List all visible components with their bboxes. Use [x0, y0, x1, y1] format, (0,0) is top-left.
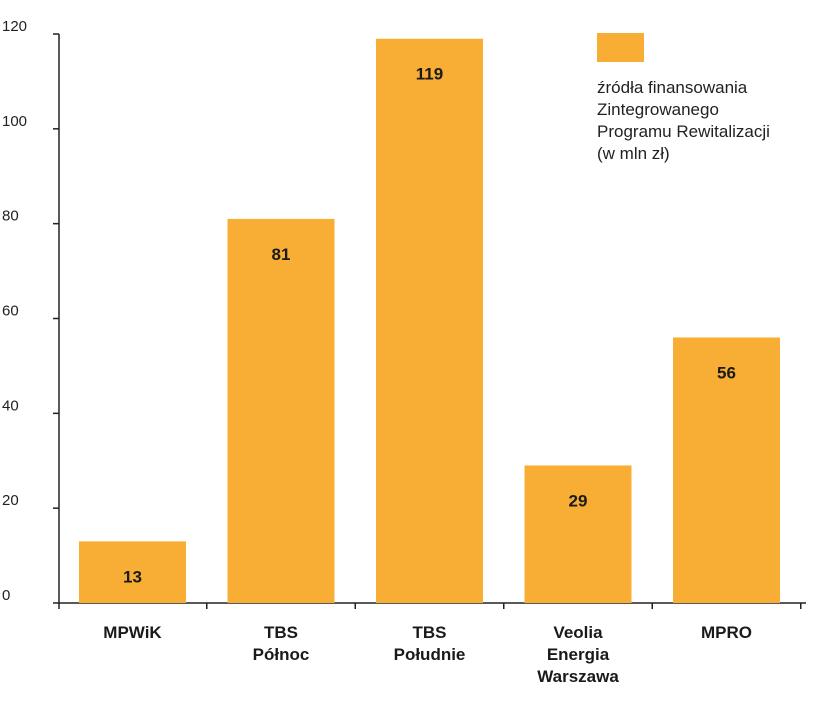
category-label-line: Warszawa — [537, 667, 619, 686]
y-tick-label: 0 — [2, 587, 10, 604]
bar-value-label: 29 — [569, 491, 588, 510]
category-label: Veolia Energia Warszawa — [537, 623, 619, 686]
y-ticks: 0 20 40 60 80 100 120 — [2, 18, 59, 604]
y-tick-label: 100 — [2, 113, 27, 130]
legend-label-line: źródła finansowania — [597, 78, 748, 97]
bar — [673, 337, 780, 603]
y-tick-label: 120 — [2, 18, 27, 35]
category-label-line: Południe — [394, 645, 466, 664]
category-labels: MPWiK TBS Północ TBS Południe Veolia Energia Wa… — [103, 623, 752, 686]
category-label: MPRO — [701, 623, 752, 642]
bar — [524, 465, 632, 603]
y-tick-label: 20 — [2, 492, 19, 509]
bar — [227, 218, 335, 604]
bar-value-label: 81 — [272, 245, 291, 264]
legend-label: źródła finansowania Zintegrowanego Program… — [597, 78, 770, 163]
category-label-line: TBS — [413, 623, 447, 642]
bar — [376, 38, 483, 604]
bar-value-label: 56 — [717, 363, 736, 382]
category-label-line: MPWiK — [103, 623, 162, 642]
legend-label-line: Zintegrowanego — [597, 100, 719, 119]
y-tick-label: 60 — [2, 303, 19, 320]
category-label: TBS Północ — [253, 623, 310, 664]
category-label-line: Energia — [547, 645, 610, 664]
category-label-line: MPRO — [701, 623, 752, 642]
bar-value-label: 13 — [123, 567, 142, 586]
value-labels: 13 81 119 29 56 — [123, 65, 736, 587]
legend-swatch — [597, 33, 644, 62]
legend-label-line: (w mln zł) — [597, 144, 670, 163]
bar-value-label: 119 — [416, 65, 443, 84]
legend-label-line: Programu Rewitalizacji — [597, 122, 770, 141]
category-label: TBS Południe — [394, 623, 466, 664]
category-label-line: Północ — [253, 645, 310, 664]
bar — [79, 541, 186, 603]
category-label-line: Veolia — [553, 623, 603, 642]
category-label: MPWiK — [103, 623, 162, 642]
x-ticks — [58, 603, 802, 609]
y-tick-label: 80 — [2, 208, 19, 225]
bars — [79, 38, 780, 604]
legend: źródła finansowania Zintegrowanego Program… — [597, 33, 770, 163]
category-label-line: TBS — [264, 623, 298, 642]
y-tick-label: 40 — [2, 397, 19, 414]
